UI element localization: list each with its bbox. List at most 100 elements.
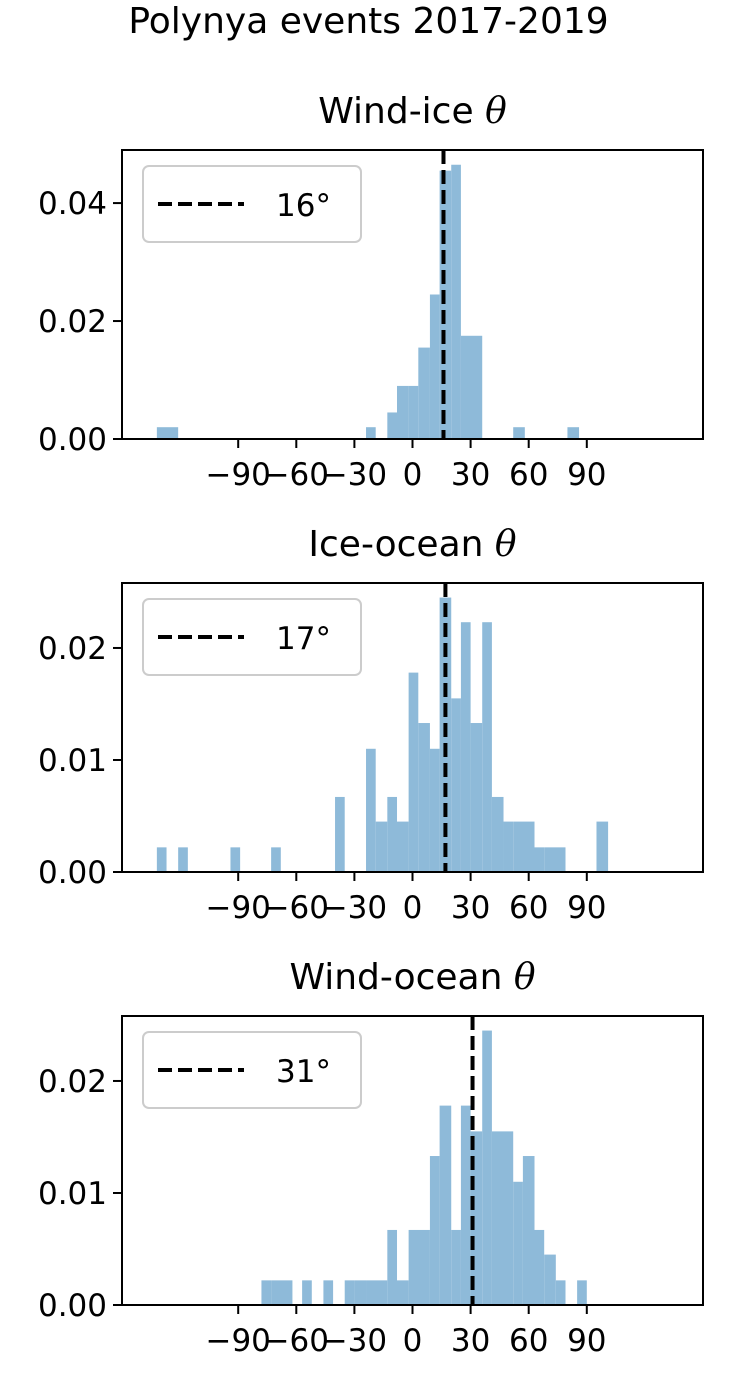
x-tick-label: 0 [403,1323,423,1359]
x-tick-label: 30 [451,457,490,493]
histogram-bar [451,698,461,872]
histogram-bar [470,723,483,872]
x-tick-label: 60 [509,1323,548,1359]
histogram-bar [491,1131,514,1305]
histogram-bar [534,1229,545,1305]
legend-box [142,1031,362,1109]
x-tick-label: −60 [264,457,329,493]
histogram-bar [408,672,419,872]
histogram-bar [387,412,398,439]
histogram-bar [429,1156,440,1305]
histogram-bar [387,796,398,872]
histogram-bar [482,622,492,872]
y-tick-label: 0.00 [38,422,107,458]
y-tick-label: 0.00 [38,1288,107,1324]
histogram-bar [470,1131,483,1305]
legend-label: 16° [276,188,331,224]
histogram-bar [397,385,409,439]
histogram-bar [451,164,461,439]
histogram-bar [439,170,452,439]
x-tick-label: −90 [205,457,270,493]
histogram-bar [397,821,409,872]
histogram-bar [418,347,430,439]
x-tick-label: −60 [264,890,329,926]
x-tick-label: 0 [403,890,423,926]
subplot-title: Wind-ocean θ [289,957,535,998]
histogram-bar [429,294,440,439]
histogram-bar [534,847,545,872]
histogram-bar [482,1030,492,1305]
histogram-bar [366,1280,388,1305]
histogram-bar [261,1280,272,1305]
histogram-bar [344,1280,355,1305]
y-tick-label: 0.02 [38,304,107,340]
x-tick-label: −30 [322,890,387,926]
histogram-bar [375,821,388,872]
legend-box [142,165,362,243]
subplot-title: Wind-ice θ [318,91,507,132]
histogram-bar [460,622,471,872]
x-tick-label: 60 [509,890,548,926]
x-tick-label: 60 [509,457,548,493]
histogram-bar [178,847,188,872]
histogram-bar [577,1280,587,1305]
y-tick-label: 0.01 [38,1176,107,1212]
x-tick-label: −30 [322,1323,387,1359]
histogram-bar [323,1280,334,1305]
x-tick-label: 90 [567,890,606,926]
x-tick-label: −60 [264,1323,329,1359]
histogram-bar [366,427,376,439]
histogram-bar [271,847,281,872]
y-tick-label: 0.02 [38,631,107,667]
histogram-bar [451,1229,461,1305]
histogram-bar [522,1156,535,1305]
histogram-bar [354,1280,367,1305]
y-tick-label: 0.04 [38,186,107,222]
x-tick-label: 90 [567,457,606,493]
histogram-bar [544,1254,556,1305]
x-tick-label: 30 [451,890,490,926]
legend-label: 17° [276,621,331,657]
x-tick-label: −30 [322,457,387,493]
x-tick-label: −90 [205,1323,270,1359]
legend-box [142,598,362,676]
histogram-bar [513,821,535,872]
histogram-bar [387,1229,398,1305]
histogram-bar [460,1105,471,1305]
subplot-1: −90−60−30 0 30 60 90 0.00 0.02 0.04 Wind-ice θ 16… [38,91,704,493]
histogram-bar [156,427,179,439]
histogram-bar [555,1280,566,1305]
figure-title: Polynya events 2017-2019 [128,1,609,42]
subplot-2: −90−60−30 0 30 60 90 0.00 0.01 0.02 Ice-ocean θ 1… [38,524,704,926]
histogram-bar [230,847,241,872]
legend-label: 31° [276,1054,331,1090]
histogram-bar [567,427,580,439]
histogram-bar [460,335,483,439]
subplot-title: Ice-ocean θ [308,524,517,565]
x-tick-label: 0 [403,457,423,493]
y-tick-label: 0.00 [38,855,107,891]
histogram-bar [335,796,345,872]
y-tick-label: 0.02 [38,1064,107,1100]
histogram-bar [366,748,376,872]
histogram-bar [491,796,504,872]
histogram-bar [397,1280,409,1305]
histogram-bar [156,847,167,872]
histogram-bar [503,821,514,872]
histogram-bar [302,1280,312,1305]
histogram-bar [513,1181,523,1305]
y-tick-label: 0.01 [38,743,107,779]
x-tick-label: −90 [205,890,270,926]
x-tick-label: 90 [567,1323,606,1359]
subplot-3: −90−60−30 0 30 60 90 0.00 0.01 0.02 Wind-ocean θ… [38,957,704,1359]
histogram-bar [596,821,609,872]
histogram-bar [439,1105,452,1305]
histogram-bar [408,1229,430,1305]
histogram-bar [418,723,430,872]
x-tick-label: 30 [451,1323,490,1359]
histogram-bar [429,748,440,872]
histogram-bar [408,385,419,439]
histogram-bar [544,847,566,872]
histogram-bar [271,1280,293,1305]
